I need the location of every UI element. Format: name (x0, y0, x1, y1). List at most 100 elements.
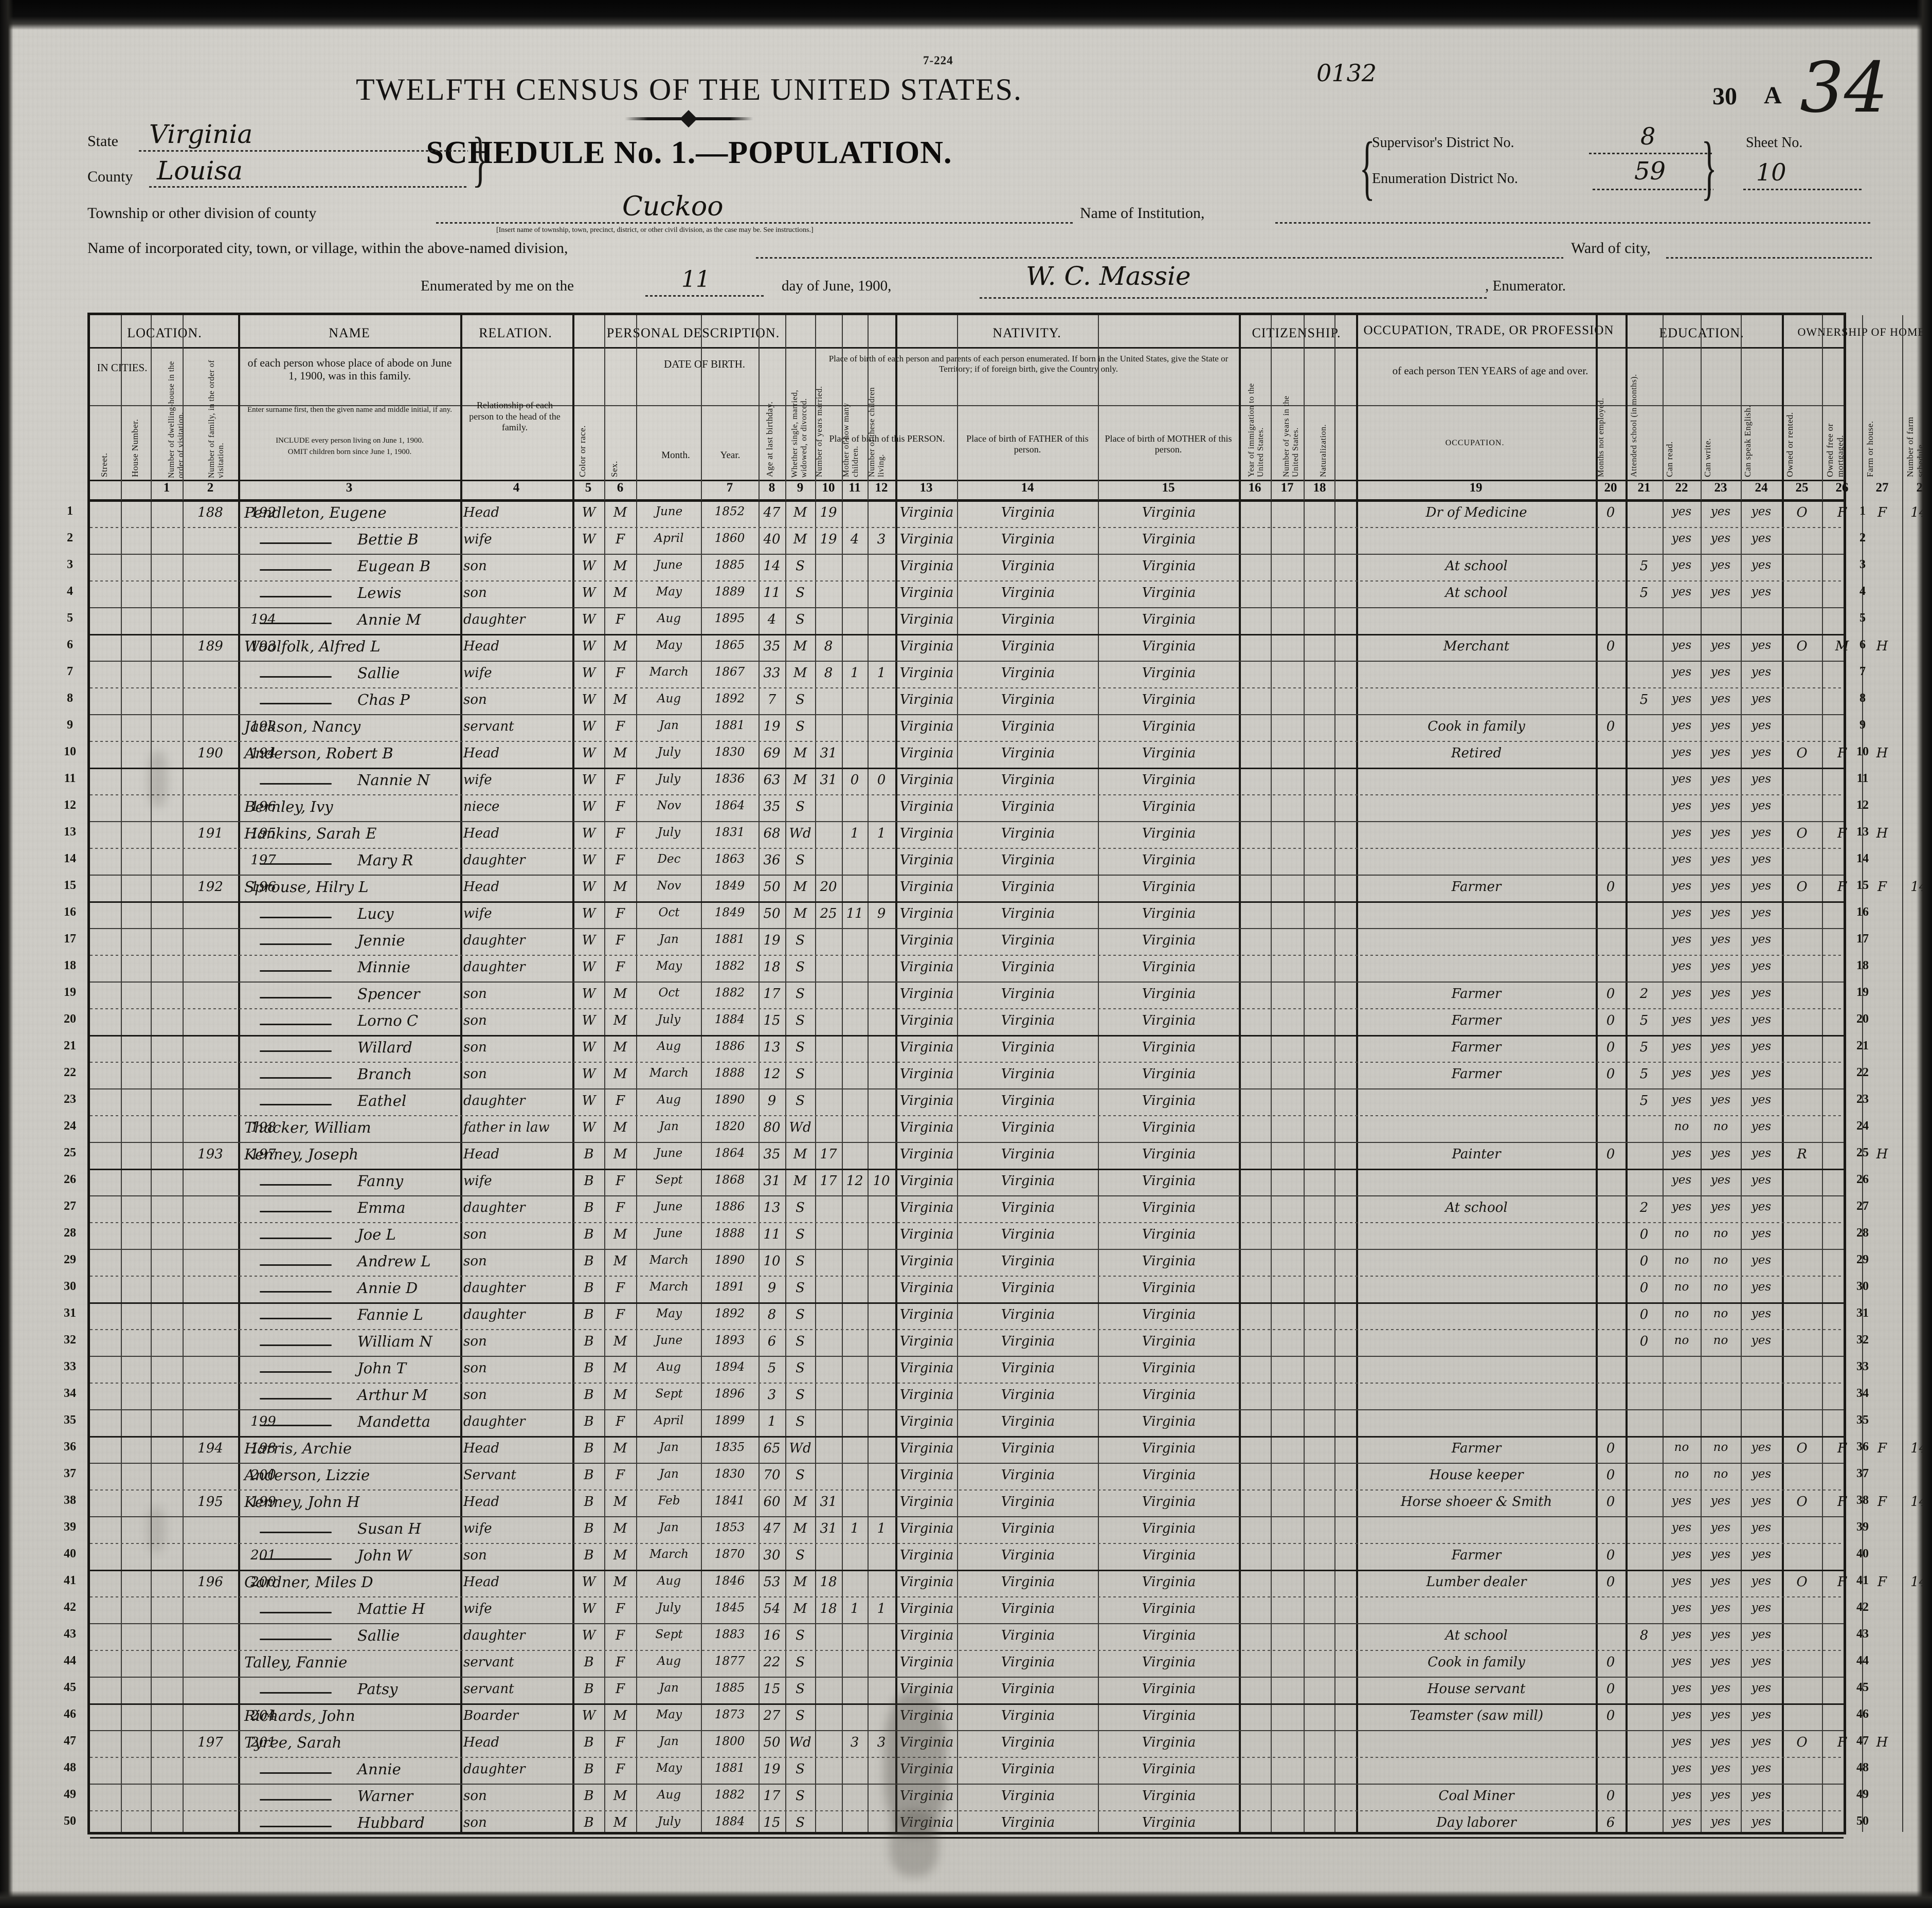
table-cell: yes (1671, 639, 1692, 652)
table-cell: yes (1671, 1735, 1692, 1748)
table-cell: S (796, 1655, 805, 1670)
table-cell: no (1674, 1120, 1689, 1133)
table-cell: M (613, 1441, 627, 1456)
column-rule (1862, 315, 1863, 1832)
table-cell: 54 (763, 1601, 781, 1616)
table-cell: Virginia (1142, 1307, 1196, 1322)
table-cell: Virginia (1142, 1681, 1196, 1697)
row-rule (90, 1142, 1844, 1143)
stain-1 (884, 1692, 946, 1836)
table-cell: 36 (763, 852, 781, 868)
table-cell: F (1877, 1574, 1887, 1590)
table-cell: Virginia (1142, 1414, 1196, 1429)
table-cell: yes (1671, 1521, 1692, 1534)
table-cell: Aug (657, 1093, 681, 1106)
table-cell: Patsy (357, 1680, 398, 1698)
sheet-rule (1743, 189, 1862, 190)
table-cell: July (657, 826, 681, 839)
table-cell: 0 (1606, 1494, 1615, 1510)
table-cell: Dec (657, 852, 681, 866)
table-cell: 17 (763, 986, 781, 1002)
table-cell: 12 (763, 1066, 781, 1082)
group-personal: PERSONAL DESCRIPTION. (606, 325, 780, 340)
table-cell: son (463, 1013, 487, 1028)
ditto-dash (260, 542, 332, 544)
table-cell: S (796, 986, 805, 1002)
table-cell: son (463, 1815, 487, 1830)
group-relation: RELATION. (479, 325, 552, 340)
table-cell: 2 (1639, 986, 1649, 1002)
row-number: 44 (1856, 1654, 1869, 1667)
table-cell: F (1877, 1494, 1887, 1510)
ditto-dash (260, 1344, 332, 1346)
nativity-father-label: Place of birth of FATHER of this person. (966, 433, 1089, 455)
row-number: 49 (1856, 1788, 1869, 1801)
table-cell: W (582, 1093, 596, 1109)
table-cell: B (584, 1173, 594, 1189)
row-number: 26 (1856, 1173, 1869, 1186)
column-number: 25 (1795, 481, 1809, 495)
table-cell: M (793, 879, 807, 895)
table-cell: yes (1751, 1735, 1772, 1748)
table-cell: Virginia (1001, 1040, 1055, 1055)
page-subtitle: SCHEDULE No. 1.—POPULATION. (426, 135, 952, 170)
page-letter: A (1764, 82, 1782, 109)
ditto-dash (260, 1077, 332, 1079)
stain-4 (147, 1506, 166, 1553)
col-years-married-label: Number of years married. (815, 386, 824, 477)
table-cell: F (1837, 505, 1847, 520)
table-cell: F (615, 1601, 625, 1616)
row-number: 15 (64, 879, 76, 892)
table-cell: M (793, 1521, 807, 1536)
table-cell: Virginia (1001, 1655, 1055, 1670)
table-cell: Sept (655, 1628, 683, 1641)
row-number: 34 (64, 1387, 76, 1400)
table-cell: 4 (767, 612, 777, 627)
table-cell: S (796, 1681, 805, 1697)
column-rule (1239, 315, 1241, 1832)
table-cell: Sallie (357, 1627, 400, 1644)
table-cell: yes (1671, 1013, 1692, 1026)
table-cell: B (584, 1280, 594, 1296)
row-rule (90, 901, 1844, 903)
row-rule (90, 1035, 1844, 1037)
table-cell: Virginia (1142, 1655, 1196, 1670)
table-cell: S (796, 1414, 805, 1429)
column-rule (842, 315, 843, 1832)
table-cell: Virginia (1001, 532, 1055, 547)
table-cell: F (615, 532, 625, 547)
table-cell: M (613, 585, 627, 601)
table-cell: O (1796, 879, 1808, 895)
township-label: Township or other division of county (87, 205, 317, 222)
table-cell: W (582, 558, 596, 574)
row-number: 17 (64, 932, 76, 946)
table-cell: Virginia (899, 1227, 954, 1242)
table-cell: S (796, 1360, 805, 1376)
column-number: 26 (1835, 481, 1849, 495)
column-number: 9 (797, 481, 804, 495)
row-rule (90, 1489, 1844, 1491)
table-cell: May (656, 1307, 682, 1320)
table-cell: 0 (1606, 1548, 1615, 1563)
column-number: 4 (513, 481, 520, 495)
row-number: 3 (67, 558, 73, 571)
table-cell: Virginia (899, 906, 954, 921)
table-cell: yes (1710, 585, 1731, 598)
ditto-dash (260, 569, 332, 571)
table-cell: 201 (250, 1548, 276, 1563)
ward-rule (1666, 257, 1872, 259)
table-cell: yes (1671, 986, 1692, 1000)
column-rule (1596, 315, 1598, 1832)
row-number: 39 (1856, 1520, 1869, 1534)
table-cell: At school (1445, 1200, 1508, 1215)
row-rule (90, 500, 1844, 502)
table-cell: yes (1671, 879, 1692, 893)
table-cell: Virginia (1142, 1253, 1196, 1269)
table-cell: Virginia (1001, 1066, 1055, 1082)
table-cell: 5 (1639, 1066, 1649, 1082)
table-cell: 196 (250, 879, 276, 895)
row-number: 37 (1856, 1467, 1869, 1480)
table-cell: F (615, 1628, 625, 1643)
table-cell: yes (1751, 1040, 1772, 1053)
table-cell: yes (1710, 1548, 1731, 1561)
